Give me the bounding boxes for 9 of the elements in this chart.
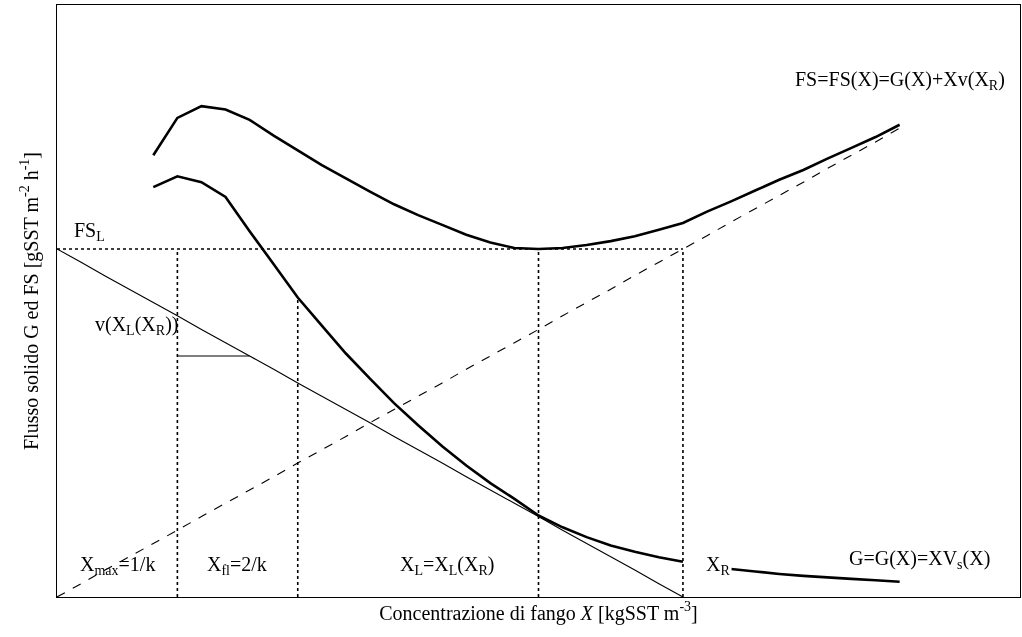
annotation: X$_{R}$: [706, 553, 731, 579]
x-axis-title: Concentrazione di fango X [kgSST m$^{-3}$]: [379, 599, 698, 625]
annotation: X$_{fl}$=2/k: [207, 553, 267, 579]
series-label: G=G(X)=XV$_{s}$(X): [849, 547, 991, 573]
text: FS=FS(X)=G(X)+Xv(X$_{R}$): [795, 68, 1005, 94]
annotation: FS$_{L}$: [74, 219, 105, 245]
annotation: v(X$_{L}$(X$_{R}$)): [95, 313, 179, 339]
annotation: X$_{L}$=X$_{L}$(X$_{R}$): [400, 553, 495, 579]
annotation: X$_{max}$=1/k: [80, 553, 156, 579]
